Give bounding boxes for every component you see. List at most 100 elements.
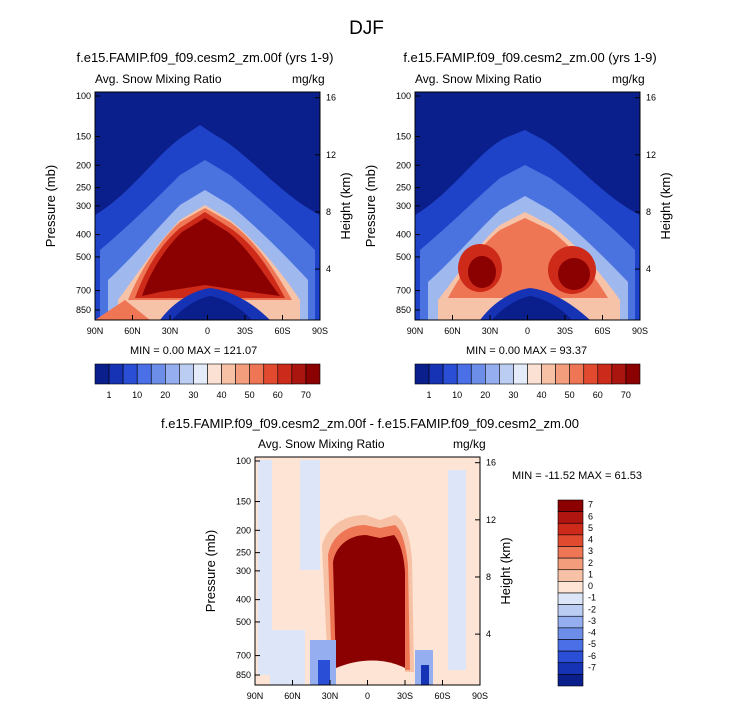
panel-1-y2label: Height (km): [338, 172, 353, 239]
colorbar-2-swatch: [611, 363, 627, 385]
panel-diff-ytick-label: 700: [236, 651, 251, 661]
colorbar-1-swatch: [165, 363, 180, 385]
panel-1-ytick-label: 500: [76, 252, 91, 262]
panel-1-xtick-label: 0: [205, 326, 210, 336]
colorbar-1-swatch: [207, 363, 222, 385]
colorbar-diff-swatch: [557, 674, 584, 687]
panel-diff-xtick-label: 30S: [397, 691, 413, 701]
colorbar-2-label: 30: [508, 390, 518, 400]
colorbar-1-swatch: [277, 363, 293, 385]
colorbar-2-swatch: [442, 363, 458, 385]
colorbar-1-swatch: [150, 363, 166, 385]
colorbar-1-swatch: [263, 363, 279, 385]
panel-2-y2tick-label: 16: [646, 93, 656, 103]
colorbar-2-swatch: [569, 363, 585, 385]
colorbar-2-swatch: [583, 363, 599, 385]
colorbar-diff-swatch: [557, 546, 584, 559]
colorbar-1-swatch: [249, 363, 265, 385]
colorbar-2-swatch: [428, 363, 444, 385]
panel-diff-ytick-label: 850: [236, 670, 251, 680]
colorbar-diff-label: 0: [588, 581, 593, 591]
colorbar-1-label: 30: [188, 390, 198, 400]
colorbar-diff-label: 1: [588, 569, 593, 579]
colorbar-2-label: 20: [480, 390, 490, 400]
panel-1-ytick-label: 200: [76, 160, 91, 170]
panel-2-ytick-label: 400: [396, 230, 411, 240]
panel-1-y2tick-label: 8: [326, 207, 331, 217]
panel-diff-ytick-label: 300: [236, 566, 251, 576]
panel-1-xtick-label: 90S: [312, 326, 328, 336]
panel-diff-left-subtitle: Avg. Snow Mixing Ratio: [258, 437, 385, 451]
panel-1-xtick-label: 60S: [274, 326, 290, 336]
colorbar-diff-swatch: [557, 569, 584, 582]
panel-2-xtick-label: 90S: [632, 326, 648, 336]
panel-2-units: mg/kg: [612, 72, 645, 86]
colorbar-diff-label: -1: [588, 593, 596, 603]
panel-diff-ytick-label: 100: [236, 456, 251, 466]
panel-diff-xtick-label: 60S: [434, 691, 450, 701]
colorbar-diff-swatch: [557, 650, 584, 664]
colorbar-diff-label: 2: [588, 558, 593, 568]
panel-diff-field: [255, 457, 480, 685]
colorbar-1-label: 20: [160, 390, 170, 400]
colorbar-diff-swatch: [557, 511, 584, 524]
colorbar-diff-label: 7: [588, 500, 593, 510]
panel-1-ytick-label: 300: [76, 201, 91, 211]
colorbar-diff-swatch: [557, 581, 584, 594]
panel-diff-ytick-label: 250: [236, 548, 251, 558]
panel-diff-units: mg/kg: [453, 437, 486, 451]
colorbar-2-label: 1: [427, 390, 432, 400]
panel-diff-title: f.e15.FAMIP.f09_f09.cesm2_zm.00f - f.e15…: [161, 416, 579, 431]
panel-diff-ytick-label: 150: [236, 497, 251, 507]
colorbar-1-label: 10: [132, 390, 142, 400]
panel-1-ytick-label: 400: [76, 230, 91, 240]
panel-1-field: [95, 92, 320, 320]
panel-2-xtick-label: 60S: [594, 326, 610, 336]
panel-2-left-subtitle: Avg. Snow Mixing Ratio: [415, 72, 542, 86]
panel-2-ylabel: Pressure (mb): [363, 165, 378, 247]
panel-1-ytick-label: 100: [76, 91, 91, 101]
colorbar-diff-label: -5: [588, 639, 596, 649]
colorbar-diff-label: -4: [588, 628, 596, 638]
panel-2-ytick-label: 300: [396, 201, 411, 211]
colorbar-2-swatch: [456, 363, 472, 385]
colorbar-1-label: 70: [301, 390, 311, 400]
panel-2-xtick-label: 30S: [557, 326, 573, 336]
panel-1-y2tick-label: 4: [326, 264, 331, 274]
panel-diff-y2label: Height (km): [498, 537, 513, 604]
colorbar-diff-swatch: [557, 522, 584, 536]
panel-1-xtick-label: 30N: [162, 326, 179, 336]
colorbar-diff-swatch: [557, 499, 584, 512]
panel-2-y2label: Height (km): [658, 172, 673, 239]
colorbar-diff-swatch: [557, 639, 584, 652]
panel-2-ytick-label: 700: [396, 286, 411, 296]
colorbar-2-label: 10: [452, 390, 462, 400]
colorbar-1-swatch: [122, 363, 138, 385]
colorbar-diff-swatch: [557, 627, 584, 640]
panel-1-xtick-label: 30S: [237, 326, 253, 336]
colorbar-1-label: 1: [107, 390, 112, 400]
panel-2-field: [415, 92, 640, 320]
colorbar-1-swatch: [291, 363, 307, 385]
colorbar-diff-label: 3: [588, 546, 593, 556]
colorbar-1-swatch: [305, 363, 321, 385]
colorbar-2-swatch: [414, 363, 430, 385]
colorbar-2-label: 60: [593, 390, 603, 400]
colorbar-diff-label: 4: [588, 535, 593, 545]
panel-diff-xtick-label: 90S: [472, 691, 488, 701]
panel-1-ytick-label: 150: [76, 132, 91, 142]
panel-1-title: f.e15.FAMIP.f09_f09.cesm2_zm.00f (yrs 1-…: [76, 50, 334, 65]
panel-2-xtick-label: 60N: [444, 326, 461, 336]
colorbar-diff-swatch: [557, 604, 584, 617]
panel-diff-xtick-label: 30N: [322, 691, 339, 701]
colorbar-1-swatch: [221, 363, 236, 385]
panel-diff-y2tick-label: 16: [486, 458, 496, 468]
panel-2-ytick-label: 200: [396, 160, 411, 170]
panel-1-left-subtitle: Avg. Snow Mixing Ratio: [95, 72, 222, 86]
panel-2-y2tick-label: 12: [646, 150, 656, 160]
colorbar-diff-swatch: [557, 592, 584, 605]
colorbar-2-swatch: [485, 363, 500, 385]
panel-diff-y2tick-label: 4: [486, 629, 491, 639]
panel-diff-xtick-label: 0: [365, 691, 370, 701]
panel-diff-y2tick-label: 12: [486, 515, 496, 525]
